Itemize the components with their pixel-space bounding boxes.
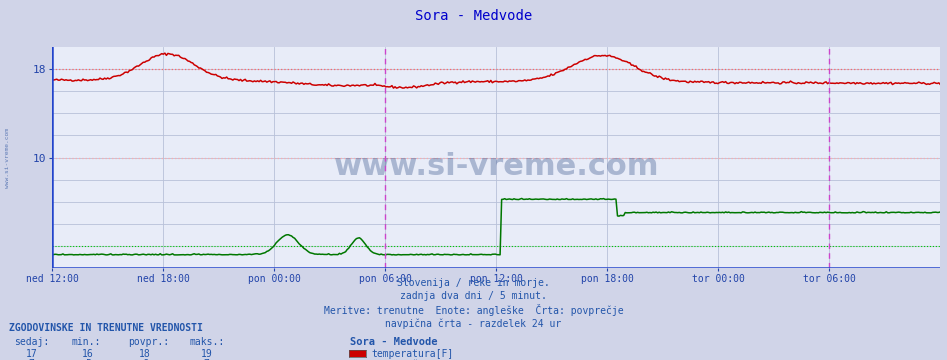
Text: www.si-vreme.com: www.si-vreme.com bbox=[5, 127, 10, 188]
Text: min.:: min.: bbox=[71, 337, 100, 347]
Text: temperatura[F]: temperatura[F] bbox=[371, 348, 454, 359]
Text: navpična črta - razdelek 24 ur: navpična črta - razdelek 24 ur bbox=[385, 318, 562, 329]
Text: zadnja dva dni / 5 minut.: zadnja dva dni / 5 minut. bbox=[400, 291, 547, 301]
Text: sedaj:: sedaj: bbox=[14, 337, 49, 347]
Text: Sora - Medvode: Sora - Medvode bbox=[350, 337, 438, 347]
Text: Sora - Medvode: Sora - Medvode bbox=[415, 9, 532, 23]
Text: 19: 19 bbox=[201, 348, 212, 359]
Text: 7: 7 bbox=[28, 359, 34, 360]
Text: 6: 6 bbox=[142, 359, 148, 360]
Text: Slovenija / reke in morje.: Slovenija / reke in morje. bbox=[397, 278, 550, 288]
Text: 18: 18 bbox=[139, 348, 151, 359]
Text: povpr.:: povpr.: bbox=[128, 337, 169, 347]
Text: ZGODOVINSKE IN TRENUTNE VREDNOSTI: ZGODOVINSKE IN TRENUTNE VREDNOSTI bbox=[9, 323, 204, 333]
Text: maks.:: maks.: bbox=[189, 337, 224, 347]
Text: Meritve: trenutne  Enote: angleške  Črta: povprečje: Meritve: trenutne Enote: angleške Črta: … bbox=[324, 304, 623, 316]
Text: 17: 17 bbox=[26, 348, 37, 359]
Text: 7: 7 bbox=[204, 359, 209, 360]
Text: pretok[čevelj3/min]: pretok[čevelj3/min] bbox=[371, 359, 483, 360]
Text: www.si-vreme.com: www.si-vreme.com bbox=[333, 152, 659, 181]
Text: 5: 5 bbox=[85, 359, 91, 360]
Text: 16: 16 bbox=[82, 348, 94, 359]
